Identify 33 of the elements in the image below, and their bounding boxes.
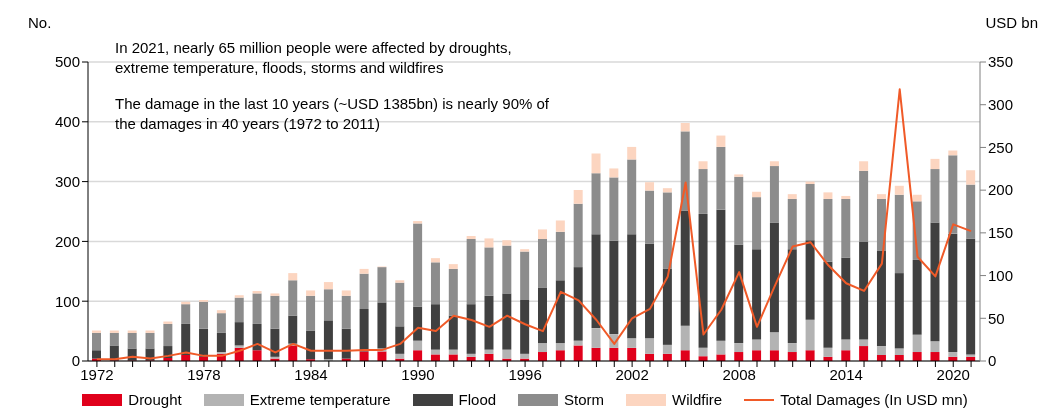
legend-label: Drought	[128, 391, 182, 408]
y2-tick-label: 250	[988, 138, 1014, 156]
annotation: The damage in the last 10 years (~USD 1385bn) is nearly 90% of the damages in 40 years (1972 to 2011)	[115, 94, 550, 134]
legend-label: Extreme temperature	[249, 391, 391, 408]
legend-label: Total Damages (In USD mn)	[780, 391, 968, 408]
y2-tick-label: 0	[988, 352, 997, 370]
y-tick-label: 500	[54, 53, 80, 71]
y-tick-label: 0	[71, 352, 80, 370]
x-tick-label: 2008	[722, 365, 756, 383]
y-tick-label: 400	[54, 113, 80, 131]
y-axis-title: No.	[28, 14, 52, 31]
x-tick-label: 2002	[615, 365, 649, 383]
y-tick-label: 100	[54, 292, 80, 310]
x-tick-label: 1990	[401, 365, 435, 383]
legend-label: Wildfire	[672, 391, 723, 408]
x-tick-label: 1978	[187, 365, 221, 383]
y2-tick-label: 200	[988, 181, 1014, 199]
x-tick-label: 1996	[508, 365, 542, 383]
x-tick-label: 1972	[80, 365, 114, 383]
annotation: In 2021, nearly 65 million people were affected by droughts, extreme temperature, floods, storms and wildfires	[115, 38, 513, 78]
y2-tick-label: 350	[988, 53, 1014, 71]
y2-tick-label: 100	[988, 266, 1014, 284]
y2-tick-label: 150	[988, 224, 1014, 242]
y2-tick-label: 300	[988, 96, 1014, 114]
y2-tick-label: 50	[988, 309, 1005, 327]
x-tick-label: 2014	[829, 365, 863, 383]
y-tick-label: 200	[54, 232, 80, 250]
legend-label: Storm	[564, 391, 605, 408]
y2-axis-title: USD bn	[985, 14, 1038, 31]
legend-label: Flood	[458, 391, 497, 408]
x-tick-label: 1984	[294, 365, 328, 383]
x-tick-label: 2020	[936, 365, 970, 383]
y-tick-label: 300	[54, 172, 80, 190]
